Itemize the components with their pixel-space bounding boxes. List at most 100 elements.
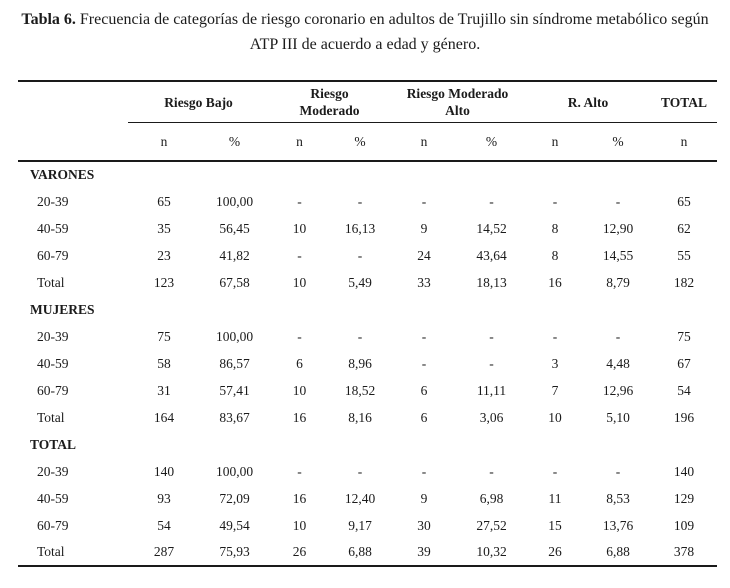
cell: 27,52 (476, 517, 507, 533)
cell: 18,52 (344, 382, 376, 398)
subheader-pct-3: % (458, 122, 525, 162)
table-row: 20-39 65 100,00 - - - - - - 65 (18, 188, 717, 215)
cell: 5,49 (348, 274, 372, 290)
cell: 31 (157, 382, 171, 398)
cell: 10,32 (476, 544, 507, 559)
cell: 3 (551, 355, 559, 371)
table-row: 60-79 31 57,41 10 18,52 6 11,11 7 12,96 54 (18, 377, 717, 404)
cell: 41,82 (219, 247, 250, 263)
cell: 129 (673, 490, 695, 506)
subheader-n-2: n (269, 122, 330, 162)
table-row: 60-79 54 49,54 10 9,17 30 27,52 15 13,76 109 (18, 512, 717, 539)
cell: 100,00 (215, 328, 254, 344)
section-row: VARONES (18, 161, 717, 188)
cell: 24 (417, 247, 431, 263)
cell: - (421, 355, 427, 371)
row-label: Total (37, 409, 65, 425)
cell: 140 (153, 463, 175, 479)
cell: 6,88 (348, 544, 372, 559)
row-label: 20-39 (37, 328, 69, 344)
subheader-n-1: n (128, 122, 200, 162)
cell: 16 (292, 409, 307, 425)
cell: 93 (157, 490, 171, 506)
row-label: 60-79 (37, 382, 69, 398)
cell: - (615, 463, 621, 479)
cell: 33 (417, 274, 431, 290)
group-header-riesgo-bajo: Riesgo Bajo (128, 81, 269, 123)
table-row: 60-79 23 41,82 - - 24 43,64 8 14,55 55 (18, 242, 717, 269)
cell: 30 (417, 517, 431, 533)
cell: 10 (292, 274, 307, 290)
corner-cell (18, 81, 128, 123)
cell: 8 (551, 220, 559, 236)
cell: 14,55 (602, 247, 634, 263)
cell: 18,13 (476, 274, 507, 290)
cell: 16,13 (344, 220, 376, 236)
cell: 196 (673, 409, 695, 425)
cell: 14,52 (476, 220, 507, 236)
cell: 6 (420, 382, 428, 398)
cell: 164 (153, 409, 175, 425)
section-header: MUJERES (30, 301, 95, 317)
cell: - (357, 247, 363, 263)
row-label: 40-59 (37, 490, 69, 506)
cell: 182 (673, 274, 695, 290)
cell: - (297, 193, 302, 209)
table-body: VARONES 20-39 65 100,00 - - - - - - 65 40-59 35 56,45… (18, 161, 717, 566)
cell: 10 (548, 409, 562, 425)
table-row: Total 123 67,58 10 5,49 33 18,13 16 8,79 182 (18, 269, 717, 296)
cell: 16 (292, 490, 307, 506)
cell: 72,09 (219, 490, 250, 506)
cell: - (421, 328, 427, 344)
cell: 9 (420, 220, 428, 236)
cell: 6,88 (606, 544, 630, 559)
row-label: 60-79 (37, 247, 69, 263)
section-row: TOTAL (18, 431, 717, 458)
cell: 123 (153, 274, 175, 290)
row-label: 60-79 (37, 517, 69, 533)
cell: 57,41 (219, 382, 250, 398)
subheader-pct-1: % (200, 122, 269, 162)
cell: - (297, 328, 302, 344)
cell: - (615, 328, 621, 344)
cell: 8,16 (348, 409, 372, 425)
table-row: 40-59 93 72,09 16 12,40 9 6,98 11 8,53 129 (18, 485, 717, 512)
table-row: 40-59 58 86,57 6 8,96 - - 3 4,48 67 (18, 350, 717, 377)
group-header-total: TOTAL (651, 81, 717, 123)
cell: - (489, 463, 494, 479)
cell: 4,48 (606, 355, 630, 371)
table-row: 20-39 75 100,00 - - - - - - 75 (18, 323, 717, 350)
subheader-n-total: n (651, 122, 717, 162)
cell: 43,64 (476, 247, 507, 263)
cell: - (297, 463, 302, 479)
cell: - (421, 193, 427, 209)
table-caption-number: Tabla 6. (21, 11, 76, 28)
cell: - (489, 328, 494, 344)
cell: 8,96 (348, 355, 372, 371)
cell: - (552, 328, 558, 344)
group-header-row: Riesgo Bajo Riesgo Moderado Riesgo Moder… (18, 81, 717, 123)
section-row: MUJERES (18, 296, 717, 323)
cell: - (489, 193, 494, 209)
corner-cell-2 (18, 122, 128, 162)
cell: 67,58 (219, 274, 250, 290)
subheader-pct-4: % (585, 122, 651, 162)
sub-header-row: n % n % n % n % n (18, 122, 717, 162)
table-caption-text: Frecuencia de categorías de riesgo coron… (79, 11, 709, 53)
cell: 12,90 (602, 220, 634, 236)
cell: 58 (157, 355, 171, 371)
subheader-n-3: n (390, 122, 458, 162)
cell: 13,76 (602, 517, 634, 533)
cell: 8 (551, 247, 559, 263)
cell: 5,10 (606, 409, 630, 425)
cell: - (297, 247, 302, 263)
cell: - (357, 193, 363, 209)
row-label: 40-59 (37, 220, 69, 236)
cell: 100,00 (215, 463, 254, 479)
cell: 26 (292, 544, 307, 559)
cell: 100,00 (215, 193, 254, 209)
cell: 10 (292, 382, 307, 398)
cell: 8,53 (606, 490, 630, 506)
cell: 7 (551, 382, 559, 398)
cell: 54 (677, 382, 691, 398)
